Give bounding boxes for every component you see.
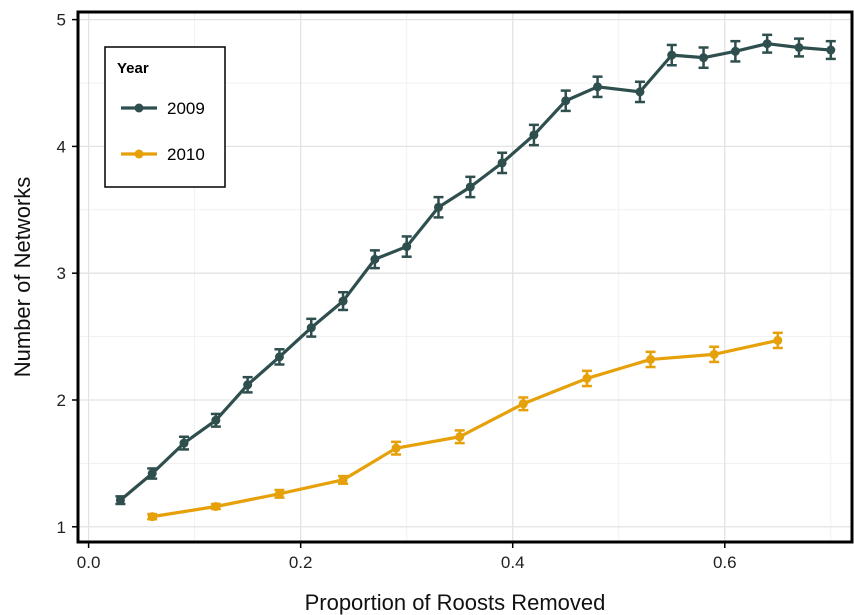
data-point [274,352,284,362]
data-point [794,43,804,53]
series-2009 [115,33,836,506]
data-point [433,202,443,212]
legend-item: 2010 [121,145,205,164]
series-line [151,338,779,519]
data-point [338,296,348,306]
data-point [338,475,348,485]
data-point [147,469,157,479]
data-point [391,443,401,453]
data-point [593,82,603,92]
data-point [646,354,656,364]
series-2010 [147,331,783,522]
x-tick-label: 0.4 [501,553,525,572]
data-point [402,242,412,252]
data-point [497,158,507,168]
legend-item: 2009 [121,99,205,118]
data-point [667,50,677,60]
y-tick-label: 3 [57,264,66,283]
x-tick-label: 0.0 [77,553,101,572]
x-axis-title: Proportion of Roosts Removed [305,590,606,615]
data-point [179,438,189,448]
data-point [709,349,719,359]
data-point [274,489,284,499]
legend-swatch-dot [134,103,144,113]
legend-title: Year [117,60,149,77]
data-point [529,130,539,140]
y-tick-label: 2 [57,391,66,410]
legend-box [104,46,226,188]
y-tick-label: 4 [57,137,66,156]
data-point [699,53,709,63]
plot-frame [76,10,854,544]
y-tick-label: 5 [57,11,66,30]
data-point [582,373,592,383]
grid [78,12,852,542]
data-point [115,495,125,505]
data-point [211,501,221,511]
legend-label: 2009 [167,99,205,118]
y-axis-title: Number of Networks [10,177,35,378]
legend-swatch-dot [134,149,144,159]
series-layer [115,33,836,522]
y-tick-label: 1 [57,518,66,537]
data-point [147,512,157,522]
data-point [730,46,740,56]
data-point [465,182,475,192]
x-tick-label: 0.2 [289,553,313,572]
data-point [762,39,772,49]
data-point [306,323,316,333]
data-point [635,87,645,97]
legend-label: 2010 [167,145,205,164]
x-tick-label: 0.6 [713,553,737,572]
data-point [561,96,571,106]
data-point [370,254,380,264]
data-point [455,432,465,442]
legend: Year 2009 2010 [104,46,226,188]
data-point [773,335,783,345]
data-point [243,380,253,390]
data-point [518,399,528,409]
axes: 0.0 0.2 0.4 0.6 1 2 3 4 5 [57,11,737,572]
data-point [826,45,836,55]
data-point [211,415,221,425]
